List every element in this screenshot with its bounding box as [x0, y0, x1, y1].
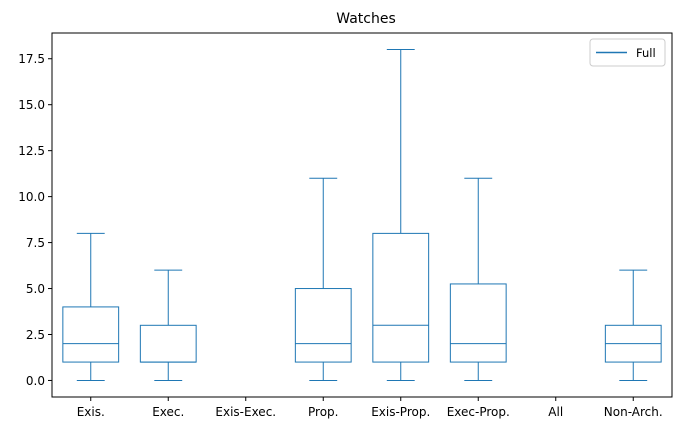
iqr-box [372, 232, 430, 363]
x-tick-label: All [548, 405, 563, 419]
x-tick-label: Exis. [77, 405, 105, 419]
x-tick-label: Exis-Prop. [371, 405, 430, 419]
box-exec [139, 269, 197, 381]
legend-frame [589, 38, 666, 67]
box-exec-prop [449, 177, 507, 381]
y-tick-label: 2.5 [26, 328, 45, 342]
iqr-box [449, 283, 507, 363]
plot-frame [51, 32, 673, 398]
box-non-arch [604, 269, 662, 381]
box-exis-prop [372, 49, 430, 381]
y-tick-label: 10.0 [18, 190, 45, 204]
x-tick-label: Exec. [152, 405, 184, 419]
x-tick-label: Non-Arch. [604, 405, 663, 419]
box-exis [62, 232, 120, 381]
iqr-box [62, 306, 120, 363]
y-tick-label: 12.5 [18, 144, 45, 158]
y-tick-label: 17.5 [18, 52, 45, 66]
iqr-box [294, 288, 352, 363]
x-tick-label: Exis-Exec. [215, 405, 276, 419]
y-tick-label: 15.0 [18, 98, 45, 112]
legend-label: Full [636, 46, 656, 60]
y-axis: 0.0 2.5 5.0 7.5 10.0 12.5 15.0 17.5 [18, 52, 52, 388]
x-axis: Exis. Exec. Exis-Exec. Prop. Exis-Prop. Exec-… [77, 397, 663, 419]
y-tick-label: 0.0 [26, 374, 45, 388]
y-tick-label: 5.0 [26, 282, 45, 296]
chart-title: Watches [336, 11, 396, 27]
box-prop [294, 177, 352, 381]
boxes-group [62, 49, 662, 381]
y-tick-label: 7.5 [26, 236, 45, 250]
iqr-box [139, 324, 197, 363]
x-tick-label: Exec-Prop. [447, 405, 510, 419]
x-tick-label: Prop. [308, 405, 338, 419]
legend: Full [589, 38, 666, 67]
